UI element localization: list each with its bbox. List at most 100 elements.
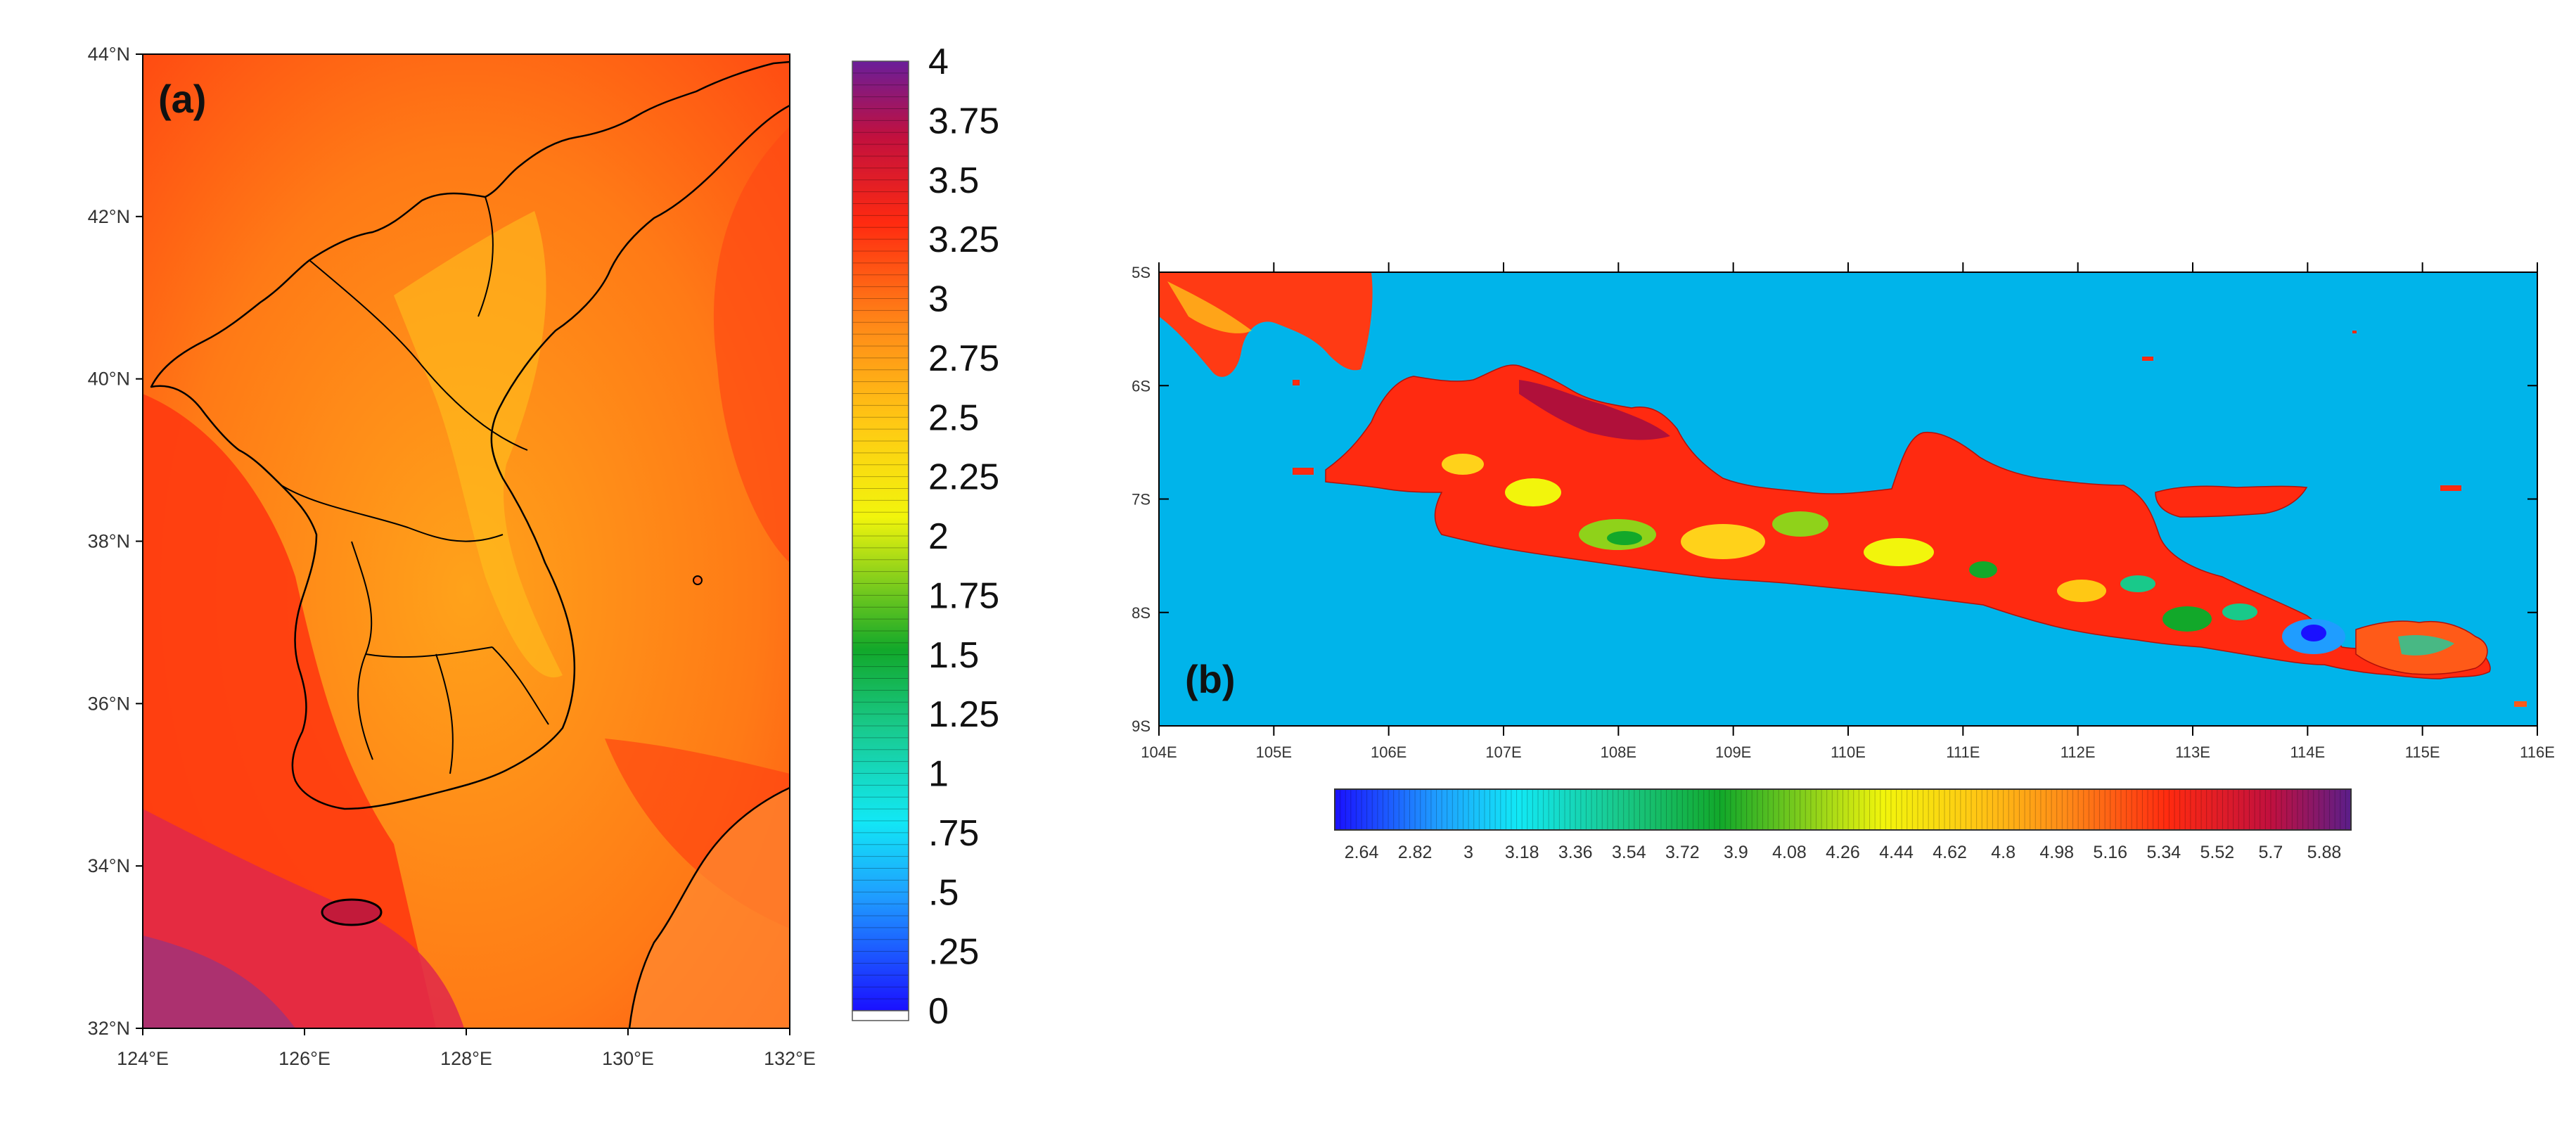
panel-b-highland-2 xyxy=(1505,478,1561,506)
panel-a-purple-region xyxy=(143,935,295,1028)
panel-a-coastline xyxy=(150,60,790,810)
panel-a-colorbar-label: 2.75 xyxy=(928,338,999,379)
panel-a-axes: 44°N 42°N 40°N 38°N 36°N 34°N 32°N 124°E 126°E 12… xyxy=(88,44,816,1069)
panel-b-small-island-5 xyxy=(2352,331,2357,333)
panel-b-lat-label: 6S xyxy=(1132,377,1151,395)
panel-a-colorbar-fill xyxy=(852,61,909,1011)
panel-a-colorbar-label: 1 xyxy=(928,754,949,795)
panel-b-highland-6 xyxy=(1772,511,1828,537)
panel-b-highland-4 xyxy=(1607,531,1642,545)
panel-b-colorbar-label: 4.8 xyxy=(1991,843,2016,862)
panel-b-tag: (b) xyxy=(1185,657,1236,701)
panel-a-colorbar-label: 1.5 xyxy=(928,635,979,676)
panel-a-colorbar-label: .25 xyxy=(928,932,979,973)
panel-b-colorbar-fill xyxy=(1335,789,2351,830)
panel-b-colorbar-label: 4.08 xyxy=(1772,843,1807,862)
panel-b-lon-label: 112E xyxy=(2061,743,2096,761)
panel-a-colorbar-label: 2.5 xyxy=(928,397,979,438)
panel-a-lat-label: 34°N xyxy=(88,855,130,876)
panel-a-border-north xyxy=(309,196,528,451)
panel-b-madura-island xyxy=(2155,485,2308,518)
panel-a-colorbar-label: 3 xyxy=(928,279,949,320)
panel-a-east-sea-band xyxy=(713,127,790,563)
panel-b-colorbar-label: 3.18 xyxy=(1505,843,1539,862)
panel-b-lon-label: 104E xyxy=(1141,743,1177,761)
panel-a-colorbar-label: .75 xyxy=(928,813,979,854)
panel-a-border-provinces xyxy=(351,541,549,774)
panel-b-highland-10 xyxy=(2120,575,2155,592)
panel-a-lat-label: 36°N xyxy=(88,693,130,714)
panel-b-lon-label: 110E xyxy=(1831,743,1866,761)
panel-a-colorbar-label: .5 xyxy=(928,872,959,913)
panel-b-highland-9 xyxy=(2057,580,2106,602)
panel-b-highland-5 xyxy=(1681,524,1765,559)
panel-b-highland-12 xyxy=(2222,603,2257,620)
panel-b-colorbar: 2.64 2.82 3 3.18 3.36 3.54 3.72 3.9 4.08 4.26 4.44… xyxy=(1334,788,2352,862)
panel-a-highland-region xyxy=(394,211,563,678)
panel-a-colorbar-label: 1.25 xyxy=(928,694,999,735)
panel-b-bali-highland xyxy=(2398,635,2454,656)
panel-a-lat-label: 42°N xyxy=(88,206,130,227)
panel-b-west-java-hot-patch xyxy=(1519,380,1670,440)
panel-b-highland-14 xyxy=(2301,625,2326,641)
panel-a-jeju-island xyxy=(321,898,383,926)
panel-b-lat-label: 5S xyxy=(1132,264,1151,281)
panel-b-colorbar-label: 3.36 xyxy=(1558,843,1593,862)
panel-a-colorbar: 43.753.53.2532.752.52.2521.751.51.251.75… xyxy=(852,41,999,1032)
panel-b-colorbar-label: 4.62 xyxy=(1933,843,1967,862)
panel-b-lat-label: 8S xyxy=(1132,604,1151,622)
panel-a-colorbar-label: 3.5 xyxy=(928,160,979,201)
panel-a-japan-coast xyxy=(628,786,790,1028)
panel-a-lon-label: 126°E xyxy=(278,1048,331,1069)
panel-b-lon-label: 108E xyxy=(1601,743,1636,761)
panel-a-colorbar-label: 1.75 xyxy=(928,575,999,616)
panel-b-colorbar-label: 3 xyxy=(1463,843,1473,862)
panel-a-colorbar-label: 2.25 xyxy=(928,457,999,498)
panel-b-lon-label: 105E xyxy=(1256,743,1292,761)
panel-b-small-island-2 xyxy=(2440,485,2461,491)
panel-b-colorbar-label: 4.26 xyxy=(1826,843,1860,862)
panel-b-colorbar-label: 5.88 xyxy=(2307,843,2342,862)
panel-b-highland-7 xyxy=(1864,538,1934,566)
panel-b-colorbar-label: 5.7 xyxy=(2259,843,2283,862)
panel-a-lat-label: 38°N xyxy=(88,531,130,552)
panel-a-colorbar-label: 3.25 xyxy=(928,219,999,260)
panel-b-sumatra xyxy=(1159,272,1373,377)
panel-b-lon-label: 114E xyxy=(2290,743,2325,761)
panel-b-colorbar-label: 3.54 xyxy=(1612,843,1646,862)
panel-a-colorbar-label: 0 xyxy=(928,991,949,1032)
panel-a-lat-label: 44°N xyxy=(88,44,130,65)
panel-b-small-island-3 xyxy=(1293,380,1300,385)
panel-b-lon-label: 113E xyxy=(2175,743,2210,761)
panel-a-ulleung-island xyxy=(693,575,703,585)
panel-b-lon-label: 115E xyxy=(2405,743,2440,761)
panel-b-lon-label: 116E xyxy=(2520,743,2555,761)
panel-b-colorbar-label: 4.44 xyxy=(1879,843,1914,862)
panel-b-colorbar-label: 2.64 xyxy=(1345,843,1379,862)
panel-b-lon-label: 106E xyxy=(1371,743,1406,761)
panel-b-colorbar-label: 5.16 xyxy=(2093,843,2127,862)
panel-b-lon-label: 107E xyxy=(1485,743,1521,761)
panel-b-colorbar-label: 2.82 xyxy=(1398,843,1433,862)
panel-b-axes: 5S 6S 7S 8S 9S 104E 105E 106E 107E 108E 109E 110E 11… xyxy=(1132,262,2555,761)
panel-a-map: (a) xyxy=(143,54,790,1028)
panel-a-colorbar-label: 3.75 xyxy=(928,101,999,141)
panel-a-lon-label: 132°E xyxy=(764,1048,816,1069)
panel-a-lon-label: 130°E xyxy=(602,1048,654,1069)
panel-a-colorbar-label: 2 xyxy=(928,516,949,557)
panel-a-japan-landmass xyxy=(629,788,790,1028)
panel-b-lon-label: 111E xyxy=(1946,743,1980,761)
panel-b-small-island-4 xyxy=(1293,468,1314,475)
panel-a-border-dmz xyxy=(281,485,504,542)
panel-b-colorbar-label: 3.9 xyxy=(1724,843,1748,862)
panel-b-lat-label: 7S xyxy=(1132,491,1151,509)
panel-a-lat-label: 32°N xyxy=(88,1018,130,1039)
panel-a-lon-label: 124°E xyxy=(117,1048,169,1069)
panel-a-colorbar-label: 4 xyxy=(928,41,949,82)
panel-b-lon-label: 109E xyxy=(1715,743,1751,761)
panel-b-map: (b) xyxy=(1159,272,2537,726)
panel-b-highland-8 xyxy=(1969,561,1997,578)
panel-b-small-island-6 xyxy=(2514,701,2527,707)
panel-b-colorbar-label: 5.52 xyxy=(2200,843,2235,862)
